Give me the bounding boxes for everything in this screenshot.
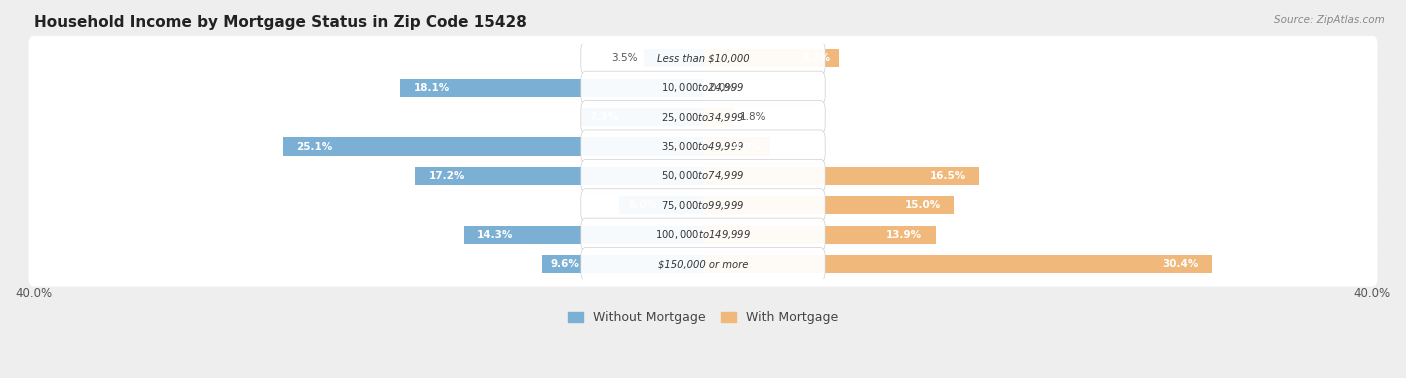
Text: 15.0%: 15.0% [904, 200, 941, 210]
Text: 7.3%: 7.3% [589, 112, 619, 122]
FancyBboxPatch shape [28, 242, 1378, 287]
FancyBboxPatch shape [28, 212, 1378, 257]
Text: Household Income by Mortgage Status in Zip Code 15428: Household Income by Mortgage Status in Z… [34, 15, 526, 30]
Bar [703, 255, 1212, 273]
Text: 8.1%: 8.1% [801, 53, 830, 64]
Bar [703, 226, 935, 244]
FancyBboxPatch shape [581, 71, 825, 104]
Text: 18.1%: 18.1% [413, 83, 450, 93]
Text: 1.8%: 1.8% [740, 112, 766, 122]
Text: $35,000 to $49,999: $35,000 to $49,999 [661, 140, 745, 153]
FancyBboxPatch shape [28, 36, 1378, 81]
Text: 17.2%: 17.2% [429, 171, 465, 181]
FancyBboxPatch shape [581, 101, 825, 134]
Text: 3.5%: 3.5% [612, 53, 638, 64]
Text: $75,000 to $99,999: $75,000 to $99,999 [661, 199, 745, 212]
Bar [703, 167, 979, 185]
Bar [464, 226, 703, 244]
Text: $100,000 to $149,999: $100,000 to $149,999 [655, 228, 751, 241]
Text: 13.9%: 13.9% [886, 230, 922, 240]
FancyBboxPatch shape [581, 218, 825, 251]
FancyBboxPatch shape [581, 248, 825, 280]
Text: 16.5%: 16.5% [929, 171, 966, 181]
Text: Source: ZipAtlas.com: Source: ZipAtlas.com [1274, 15, 1385, 25]
Bar [644, 49, 703, 67]
FancyBboxPatch shape [28, 65, 1378, 110]
Text: 4.0%: 4.0% [733, 141, 762, 152]
FancyBboxPatch shape [28, 94, 1378, 139]
FancyBboxPatch shape [28, 124, 1378, 169]
FancyBboxPatch shape [28, 183, 1378, 228]
Text: 25.1%: 25.1% [297, 141, 333, 152]
Bar [401, 79, 703, 97]
Legend: Without Mortgage, With Mortgage: Without Mortgage, With Mortgage [568, 311, 838, 324]
FancyBboxPatch shape [581, 160, 825, 192]
Text: $150,000 or more: $150,000 or more [658, 259, 748, 269]
FancyBboxPatch shape [581, 42, 825, 75]
FancyBboxPatch shape [581, 189, 825, 222]
Text: $50,000 to $74,999: $50,000 to $74,999 [661, 169, 745, 183]
Bar [703, 196, 955, 214]
Bar [581, 108, 703, 126]
Bar [703, 138, 770, 156]
Text: 0.0%: 0.0% [710, 83, 735, 93]
Bar [619, 196, 703, 214]
Bar [543, 255, 703, 273]
Text: $10,000 to $24,999: $10,000 to $24,999 [661, 81, 745, 94]
Text: 30.4%: 30.4% [1161, 259, 1198, 269]
Text: $25,000 to $34,999: $25,000 to $34,999 [661, 111, 745, 124]
Text: Less than $10,000: Less than $10,000 [657, 53, 749, 64]
Bar [703, 108, 733, 126]
Text: 14.3%: 14.3% [477, 230, 513, 240]
Text: 9.6%: 9.6% [551, 259, 579, 269]
Text: 5.0%: 5.0% [627, 200, 657, 210]
Bar [415, 167, 703, 185]
Bar [283, 138, 703, 156]
FancyBboxPatch shape [581, 130, 825, 163]
Bar [703, 49, 838, 67]
FancyBboxPatch shape [28, 153, 1378, 198]
